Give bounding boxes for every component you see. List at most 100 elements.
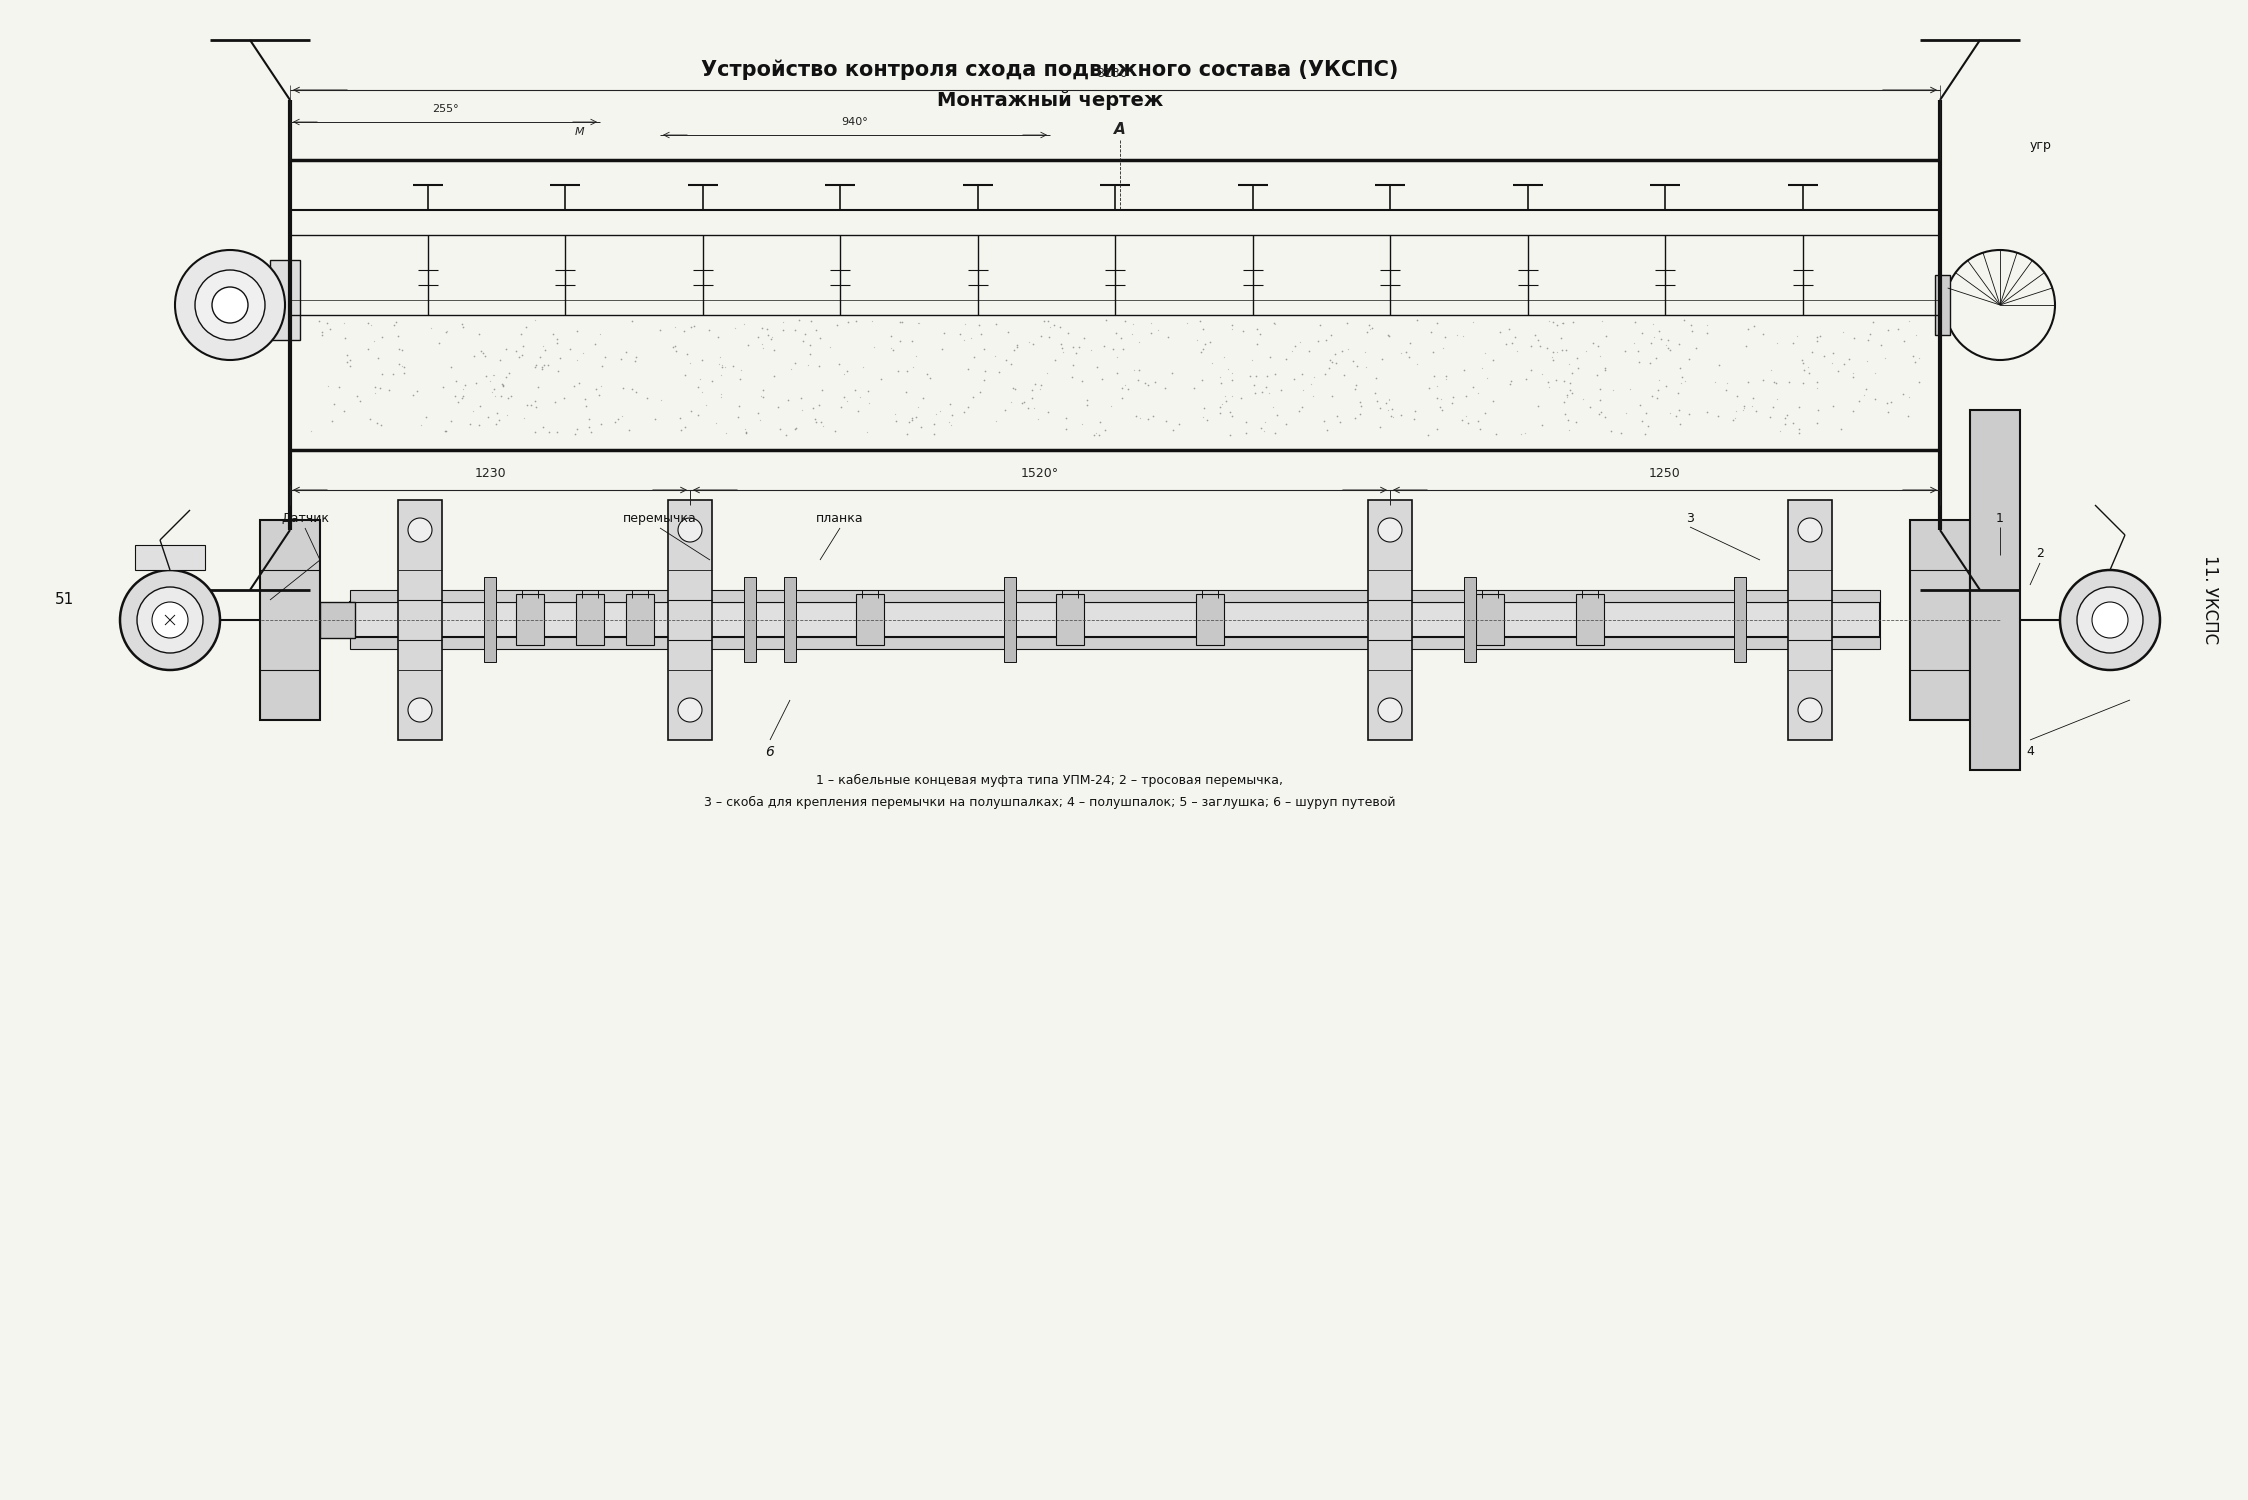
Point (827, 363, 863, 387)
Point (1322, 411, 1358, 435)
Point (764, 318, 800, 342)
Point (791, 333, 827, 357)
Point (818, 314, 854, 338)
Point (1870, 400, 1906, 424)
Point (654, 336, 690, 360)
Point (1866, 346, 1902, 370)
Point (1643, 327, 1679, 351)
Point (618, 345, 654, 369)
Point (387, 362, 423, 386)
Point (1021, 406, 1057, 430)
Point (1243, 380, 1279, 404)
Point (1780, 394, 1816, 418)
Point (402, 414, 438, 438)
Point (805, 414, 841, 438)
Circle shape (137, 586, 202, 652)
Bar (517, 594, 544, 645)
Point (1738, 399, 1774, 423)
Point (1409, 423, 1445, 447)
Point (582, 413, 618, 436)
Point (872, 324, 908, 348)
Point (1767, 413, 1803, 436)
Point (1059, 340, 1095, 364)
Point (1540, 340, 1576, 364)
Point (1014, 378, 1050, 402)
Point (1374, 398, 1409, 422)
Point (1535, 340, 1571, 364)
Point (1072, 338, 1108, 362)
Point (436, 384, 472, 408)
Point (668, 342, 704, 366)
Point (890, 422, 926, 446)
Point (1009, 396, 1045, 420)
Point (715, 354, 751, 378)
Point (569, 394, 605, 418)
Bar (270, 260, 299, 340)
Point (998, 336, 1034, 360)
Point (1259, 402, 1295, 426)
Point (1335, 350, 1371, 374)
Point (1155, 419, 1191, 442)
Point (1036, 312, 1072, 336)
Point (771, 388, 807, 412)
Point (778, 416, 814, 440)
Point (697, 411, 733, 435)
Point (362, 413, 398, 436)
Point (1531, 375, 1567, 399)
Point (1104, 327, 1140, 351)
Point (1553, 381, 1589, 405)
Point (1551, 372, 1587, 396)
Point (1756, 369, 1792, 393)
Point (728, 420, 764, 444)
Point (1016, 332, 1052, 356)
Point (1504, 423, 1540, 447)
Point (1281, 399, 1317, 423)
Point (1320, 404, 1356, 427)
Point (854, 309, 890, 333)
Point (443, 312, 479, 336)
Point (762, 417, 798, 441)
Point (1603, 422, 1639, 446)
Point (1207, 388, 1243, 412)
Text: 51: 51 (56, 592, 74, 608)
Point (1104, 387, 1140, 411)
Point (1753, 405, 1789, 429)
Point (1122, 406, 1158, 430)
Point (926, 321, 962, 345)
Point (740, 326, 776, 350)
Point (1756, 394, 1792, 418)
Point (899, 344, 935, 368)
Point (1632, 332, 1668, 356)
Point (353, 314, 389, 338)
Point (1045, 336, 1081, 360)
Point (1733, 393, 1769, 417)
Point (1785, 358, 1821, 382)
Point (490, 402, 526, 426)
Point (504, 322, 540, 346)
Point (1789, 354, 1825, 378)
Point (996, 338, 1032, 362)
Point (1785, 351, 1821, 375)
Point (1128, 370, 1164, 394)
Point (1857, 387, 1893, 411)
Point (773, 357, 809, 381)
Point (1374, 404, 1409, 427)
Point (967, 368, 1003, 392)
Bar (1477, 594, 1504, 645)
Point (1724, 398, 1760, 422)
Bar (1911, 520, 1969, 720)
Text: 1 – кабельные концевая муфта типа УПМ-24; 2 – тросовая перемычка,: 1 – кабельные концевая муфта типа УПМ-24… (816, 774, 1284, 786)
Point (994, 352, 1030, 376)
Point (1508, 366, 1544, 390)
Point (1900, 370, 1936, 394)
Point (1830, 346, 1866, 370)
Point (879, 360, 915, 384)
Point (892, 408, 928, 432)
Point (1313, 322, 1349, 346)
Point (1418, 374, 1454, 398)
Point (456, 345, 492, 369)
Point (1427, 368, 1463, 392)
Point (1850, 350, 1886, 374)
Point (1194, 351, 1230, 375)
Point (951, 394, 987, 418)
